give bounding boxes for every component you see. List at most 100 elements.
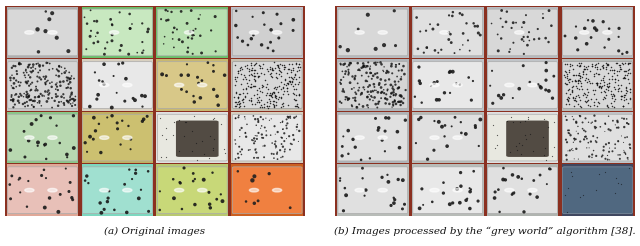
- FancyBboxPatch shape: [563, 62, 632, 108]
- Point: [47, 106, 57, 109]
- Point: [29, 105, 39, 109]
- Point: [90, 129, 100, 133]
- Point: [349, 76, 360, 80]
- Point: [335, 45, 346, 49]
- Point: [292, 125, 302, 129]
- Point: [287, 79, 298, 83]
- Point: [564, 92, 575, 96]
- Circle shape: [453, 83, 462, 87]
- Point: [444, 70, 454, 74]
- Point: [347, 87, 357, 91]
- Point: [92, 97, 102, 101]
- Point: [604, 150, 614, 154]
- Point: [414, 65, 424, 69]
- Point: [47, 96, 57, 100]
- Point: [265, 67, 275, 71]
- Point: [53, 104, 63, 108]
- Point: [289, 92, 300, 96]
- Point: [426, 84, 436, 88]
- Point: [573, 93, 583, 97]
- Point: [389, 9, 399, 13]
- Point: [604, 81, 614, 85]
- Point: [230, 142, 241, 146]
- Point: [252, 92, 262, 96]
- Point: [373, 128, 383, 132]
- Point: [161, 126, 171, 130]
- Point: [603, 158, 613, 162]
- Point: [22, 81, 32, 85]
- Point: [190, 177, 200, 181]
- Point: [9, 81, 19, 85]
- Point: [613, 78, 623, 82]
- Point: [350, 96, 360, 100]
- Point: [44, 96, 54, 100]
- Point: [28, 99, 38, 103]
- Point: [84, 105, 95, 108]
- Point: [598, 65, 608, 69]
- Point: [241, 200, 251, 203]
- Point: [92, 19, 102, 23]
- Point: [253, 120, 264, 124]
- Point: [125, 27, 135, 31]
- Point: [493, 188, 504, 192]
- Point: [570, 98, 580, 102]
- Point: [271, 146, 281, 150]
- Point: [273, 65, 284, 69]
- Point: [245, 85, 255, 89]
- Point: [591, 139, 601, 143]
- Point: [238, 92, 248, 95]
- Point: [587, 64, 597, 68]
- Point: [137, 51, 147, 55]
- Point: [37, 94, 47, 98]
- Point: [382, 69, 392, 73]
- Point: [365, 66, 375, 70]
- Point: [472, 24, 483, 28]
- Point: [262, 100, 272, 104]
- Point: [538, 12, 548, 16]
- Point: [608, 92, 618, 96]
- Point: [204, 190, 214, 194]
- Point: [259, 155, 269, 159]
- Point: [95, 201, 105, 205]
- Point: [28, 69, 38, 73]
- Point: [41, 10, 51, 14]
- Bar: [561, 59, 634, 111]
- Point: [291, 104, 301, 108]
- Point: [498, 178, 508, 182]
- Point: [7, 73, 17, 77]
- Point: [358, 63, 369, 67]
- Point: [580, 135, 590, 139]
- Point: [618, 104, 628, 108]
- Point: [6, 98, 16, 102]
- Point: [19, 129, 29, 133]
- Point: [191, 158, 202, 162]
- Point: [353, 81, 363, 85]
- Point: [40, 77, 50, 81]
- Point: [619, 76, 629, 79]
- Point: [568, 118, 579, 122]
- Point: [26, 66, 36, 70]
- Point: [250, 68, 260, 72]
- Point: [623, 122, 634, 126]
- Point: [264, 118, 275, 122]
- Point: [288, 68, 298, 72]
- Point: [563, 99, 573, 103]
- Point: [622, 135, 632, 139]
- Point: [444, 13, 454, 17]
- Point: [271, 93, 281, 97]
- Point: [399, 72, 410, 76]
- Point: [386, 64, 396, 68]
- Point: [268, 102, 278, 106]
- Point: [582, 93, 593, 97]
- Point: [290, 98, 300, 102]
- Point: [356, 92, 367, 96]
- Point: [241, 77, 251, 81]
- Point: [285, 148, 295, 152]
- Point: [99, 82, 109, 86]
- Point: [291, 62, 301, 66]
- Point: [377, 175, 387, 179]
- Circle shape: [25, 136, 34, 139]
- Circle shape: [355, 31, 364, 34]
- Point: [612, 69, 622, 73]
- Point: [288, 77, 298, 81]
